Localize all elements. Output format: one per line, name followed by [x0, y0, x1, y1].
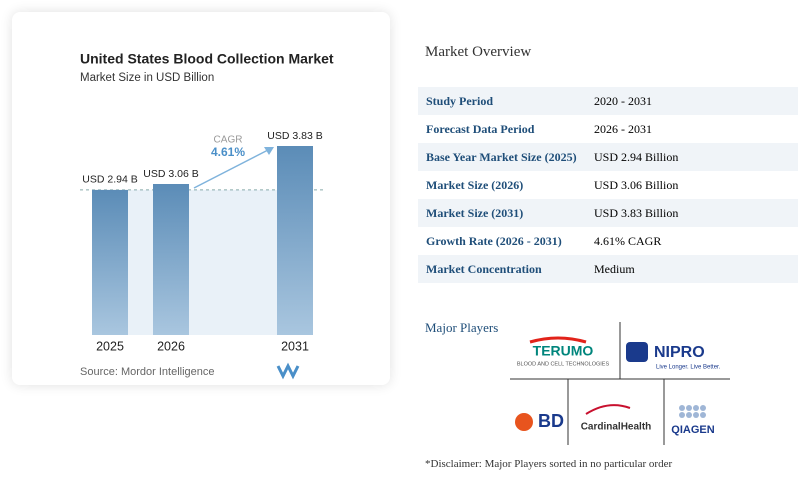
overview-row: Study Period 2020 - 2031 — [418, 87, 798, 115]
value-label: USD 3.83 B — [267, 130, 322, 142]
row-value: 4.61% CAGR — [594, 234, 662, 248]
row-label: Market Size (2026) — [426, 178, 524, 192]
x-tick-label: 2025 — [96, 339, 124, 353]
overview-row: Base Year Market Size (2025) USD 2.94 Bil… — [418, 143, 798, 171]
overview-row: Market Size (2026) USD 3.06 Billion — [418, 171, 798, 199]
cagr-value: 4.61% — [211, 145, 245, 159]
qiagen-dots — [679, 405, 706, 418]
row-value: USD 3.83 Billion — [594, 206, 679, 220]
x-tick-label: 2026 — [157, 339, 185, 353]
brand-logo — [276, 362, 300, 380]
logo-terumo-sub: BLOOD AND CELL TECHNOLOGIES — [517, 361, 610, 367]
row-label: Market Concentration — [426, 262, 542, 276]
chart-subtitle: Market Size in USD Billion — [80, 72, 214, 84]
row-value: Medium — [594, 262, 635, 276]
chart-title: United States Blood Collection Market — [80, 51, 334, 67]
logo-bd: BD — [538, 411, 564, 431]
overview-title: Market Overview — [425, 44, 532, 60]
row-label: Forecast Data Period — [426, 122, 535, 136]
overview-row: Market Size (2031) USD 3.83 Billion — [418, 199, 798, 227]
value-label: USD 2.94 B — [82, 174, 137, 186]
players-grid: TERUMO BLOOD AND CELL TECHNOLOGIES NIPRO… — [510, 322, 730, 445]
bar — [277, 146, 313, 335]
row-label: Market Size (2031) — [426, 206, 524, 220]
overview-row: Forecast Data Period 2026 - 2031 — [418, 115, 798, 143]
row-label: Growth Rate (2026 - 2031) — [426, 234, 562, 248]
cagr-arrowhead — [264, 147, 274, 155]
row-label: Study Period — [426, 94, 494, 108]
row-value: 2026 - 2031 — [594, 122, 652, 136]
bd-mark — [515, 413, 533, 431]
disclaimer: *Disclaimer: Major Players sorted in no … — [425, 458, 673, 470]
x-tick-label: 2031 — [281, 339, 309, 353]
source: Source: Mordor Intelligence — [80, 366, 215, 378]
logo-nipro-sub: Live Longer. Live Better. — [656, 365, 721, 371]
logo-qiagen: QIAGEN — [671, 424, 714, 436]
logo-terumo: TERUMO — [533, 343, 594, 359]
terumo-swoosh — [529, 336, 587, 344]
nipro-mark — [626, 342, 648, 362]
row-value: USD 3.06 Billion — [594, 178, 679, 192]
cagr-arrow — [193, 149, 269, 189]
cardinal-swoosh — [585, 404, 631, 415]
cagr-label: CAGR — [214, 135, 243, 146]
bar — [92, 189, 128, 335]
logo-nipro: NIPRO — [654, 344, 705, 361]
players-title: Major Players — [425, 320, 499, 335]
overview-row: Growth Rate (2026 - 2031) 4.61% CAGR — [418, 227, 798, 255]
row-label: Base Year Market Size (2025) — [426, 150, 577, 164]
value-label: USD 3.06 B — [143, 168, 198, 180]
bar — [153, 183, 189, 335]
baseline-band — [128, 189, 277, 335]
logo-cardinal: CardinalHealth — [581, 422, 652, 433]
overview-row: Market Concentration Medium — [418, 255, 798, 283]
chart: United States Blood Collection Market Ma… — [80, 51, 334, 380]
row-value: 2020 - 2031 — [594, 94, 652, 108]
overview-table: Study Period 2020 - 2031 Forecast Data Per… — [418, 87, 798, 283]
row-value: USD 2.94 Billion — [594, 150, 679, 164]
